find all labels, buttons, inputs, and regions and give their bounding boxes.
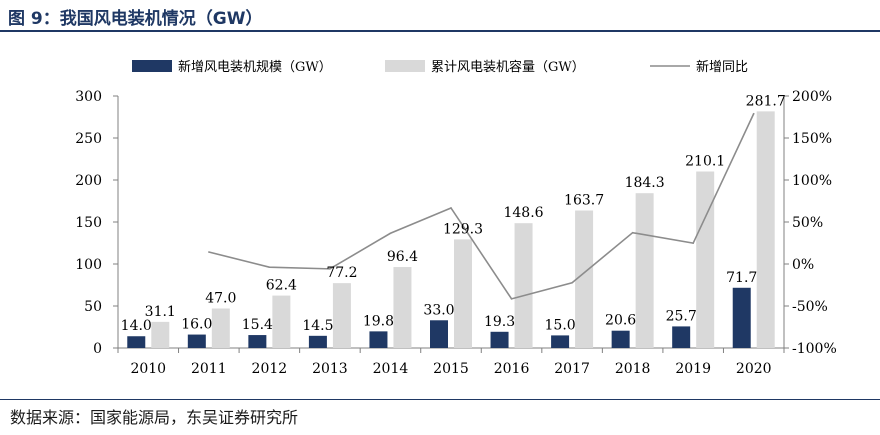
data-label-cumulative: 62.4 [266, 278, 297, 294]
data-label-new: 25.7 [666, 308, 697, 324]
y-right-tick-label: 0% [792, 257, 814, 273]
data-label-new: 71.7 [726, 270, 757, 286]
bar-new [551, 335, 570, 348]
data-label-cumulative: 163.7 [564, 192, 604, 208]
data-label-new: 19.8 [363, 313, 394, 329]
y-right-tick-label: 200% [792, 89, 832, 105]
bar-new [308, 335, 327, 348]
y-right-tick-label: -100% [792, 341, 837, 357]
yoy-line [208, 113, 755, 300]
data-label-cumulative: 148.6 [503, 205, 543, 221]
yoy-line-layer [208, 112, 755, 300]
source-rule [0, 399, 880, 400]
y-left-tick-label: 100 [75, 257, 102, 273]
y-right-tick-label: 150% [792, 131, 832, 147]
bar-cumulative [635, 193, 654, 348]
data-label-new: 33.0 [423, 302, 454, 318]
bar-new [369, 331, 388, 348]
figure-title: 图 9：我国风电装机情况（GW） [8, 9, 263, 29]
y-right-tick-label: 100% [792, 173, 832, 189]
x-tick-label: 2019 [675, 361, 711, 377]
data-label-new: 15.0 [545, 317, 576, 333]
bar-new [672, 326, 691, 348]
y-left-tick-label: 150 [75, 215, 102, 231]
legend-label-cum: 累计风电装机容量（GW） [431, 59, 585, 75]
x-tick-label: 2020 [736, 361, 772, 377]
data-label-new: 16.0 [181, 317, 212, 333]
x-tick-label: 2012 [252, 361, 288, 377]
data-label-cumulative: 281.7 [746, 93, 786, 109]
yoy-point [510, 298, 513, 300]
data-labels: 14.031.1 16.0 47.0 15.4 62.4 14.5 77.2 19.8 96.4… [121, 93, 786, 334]
yoy-point [268, 266, 271, 268]
bar-cumulative [211, 308, 230, 348]
yoy-point [208, 251, 210, 253]
legend-label-new: 新增风电装机规模（GW） [178, 59, 332, 75]
wind-capacity-chart: 新增风电装机规模（GW） 累计风电装机容量（GW） 新增同比 0 50 100 150… [75, 59, 837, 377]
x-tick-label: 2011 [191, 361, 227, 377]
x-tick-label: 2017 [554, 361, 590, 377]
data-label-new: 14.0 [121, 318, 152, 334]
data-label-cumulative: 31.1 [145, 304, 176, 320]
yoy-point [329, 268, 331, 270]
bar-new [248, 335, 267, 348]
y-left-tick-label: 300 [75, 89, 102, 105]
bar-new [490, 331, 509, 348]
title-rule [0, 30, 880, 32]
y-left-tick-label: 200 [75, 173, 102, 189]
bar-cumulative [514, 223, 533, 348]
yoy-point [571, 281, 573, 284]
bar-cumulative [151, 321, 170, 348]
y-right-tick-label: 50% [792, 215, 823, 231]
bar-new [611, 330, 630, 348]
x-tick-label: 2014 [373, 361, 409, 377]
bar-cumulative [272, 295, 291, 348]
bars [127, 111, 775, 348]
bar-new [732, 287, 751, 348]
data-label-cumulative: 184.3 [625, 175, 665, 191]
data-label-cumulative: 210.1 [685, 154, 725, 170]
y-right-tick-label: -50% [792, 299, 828, 315]
data-label-new: 20.6 [605, 313, 636, 329]
legend-label-yoy: 新增同比 [696, 59, 748, 75]
bar-cumulative [756, 111, 775, 348]
y-left-tick-label: 50 [84, 299, 102, 315]
data-label-new: 19.3 [484, 314, 515, 330]
bar-cumulative [575, 210, 594, 348]
legend-swatch-new [132, 60, 172, 72]
bar-cumulative [696, 171, 715, 348]
yoy-point [389, 232, 392, 235]
data-label-cumulative: 47.0 [205, 291, 236, 307]
legend-swatch-cum [385, 60, 425, 72]
yoy-point [450, 207, 452, 209]
x-tick-label: 2010 [130, 361, 166, 377]
bar-new [127, 336, 146, 348]
yoy-point [631, 231, 634, 234]
yoy-point [752, 112, 755, 115]
bar-cumulative [393, 267, 412, 348]
bar-cumulative [332, 283, 351, 348]
bar-new [430, 320, 448, 348]
x-tick-label: 2018 [615, 361, 651, 377]
data-label-cumulative: 96.4 [387, 249, 418, 265]
data-label-new: 14.5 [302, 318, 333, 334]
yoy-point [692, 242, 694, 244]
data-label-new: 15.4 [242, 317, 273, 333]
source-note: 数据来源：国家能源局，东吴证券研究所 [10, 408, 299, 427]
data-label-cumulative: 129.3 [443, 221, 483, 237]
bar-new [187, 334, 206, 348]
legend: 新增风电装机规模（GW） 累计风电装机容量（GW） 新增同比 [132, 59, 748, 75]
y-left-tick-label: 250 [75, 131, 102, 147]
x-tick-label: 2016 [494, 361, 530, 377]
data-label-cumulative: 77.2 [326, 265, 357, 281]
bar-cumulative [454, 239, 472, 348]
x-tick-label: 2015 [433, 361, 469, 377]
y-left-tick-label: 0 [93, 341, 102, 357]
x-tick-label: 2013 [312, 361, 348, 377]
